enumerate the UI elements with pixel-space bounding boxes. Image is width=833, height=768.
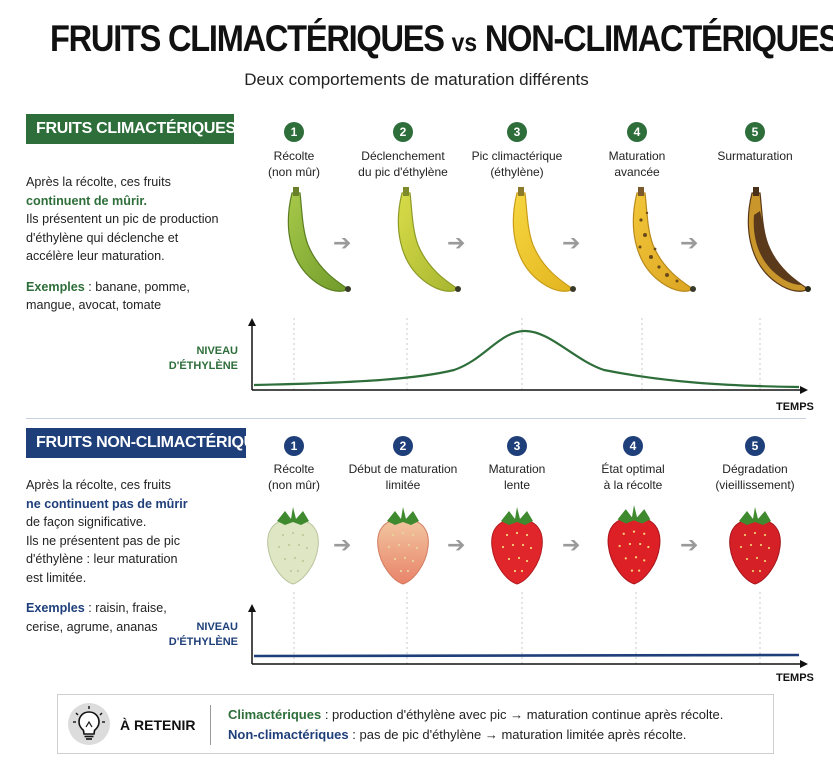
lightbulb-icon (68, 703, 110, 745)
non-climacteric-ethylene-curve (253, 653, 800, 658)
climacteric-step-2-number: 2 (393, 122, 413, 142)
climacteric-step-5-label: Surmaturation (717, 149, 793, 163)
arrow-right-icon: ➔ (562, 532, 581, 557)
retenir-line-non-climacteric: Non-climactériques : pas de pic d'éthylè… (228, 727, 687, 742)
non-climacteric-ethylene-chart (248, 592, 808, 668)
climacteric-step-2-label: Déclenchement du pic d'éthylène (358, 149, 448, 179)
non-climacteric-step-3-label: Maturation lente (488, 462, 546, 492)
non-climacteric-badge: FRUITS NON-CLIMACTÉRIQUES (26, 428, 276, 458)
climacteric-step-1-label: Récolte (non mûr) (267, 149, 320, 179)
climacteric-examples: Exemples : banane, pomme, (26, 279, 190, 294)
strawberry-ripe-icon (607, 505, 661, 585)
arrow-right-icon: ➔ (447, 532, 466, 557)
title-left: FRUITS CLIMACTÉRIQUES (49, 18, 445, 59)
climacteric-step-3-label: Pic climactérique (éthylène) (471, 149, 563, 179)
banana-yellow-green-icon (397, 187, 461, 292)
non-climacteric-step-2-label: Début de maturation limitée (348, 462, 458, 492)
climacteric-step-4-label: Maturation avancée (608, 149, 666, 179)
title-right: NON-CLIMACTÉRIQUES (484, 18, 833, 59)
title-vs: vs (451, 27, 478, 57)
non-climacteric-axis-x-label: TEMPS (776, 672, 814, 684)
climacteric-ethylene-curve (253, 329, 800, 389)
banana-overripe-icon (747, 187, 811, 292)
non-climacteric-step-1-number: 1 (284, 436, 304, 456)
non-climacteric-axis-y-label: NIVEAU D'ÉTHYLÈNE (168, 621, 238, 648)
climacteric-axis-x-label: TEMPS (776, 401, 814, 413)
non-climacteric-step-5-label: Dégradation (vieillissement) (715, 462, 795, 492)
strawberry-red-icon (491, 507, 543, 585)
non-climacteric-step-4-label: État optimal à la récolte (601, 462, 665, 492)
climacteric-description: Après la récolte, ces fruits continuent … (26, 173, 236, 315)
arrow-right-icon: ➔ (562, 230, 581, 255)
non-climacteric-step-2-number: 2 (393, 436, 413, 456)
arrow-right-icon: ➔ (680, 532, 699, 557)
retenir-line-climacteric: Climactériques : production d'éthylène a… (228, 707, 724, 722)
retenir-title: À RETENIR (120, 717, 196, 733)
non-climacteric-step-5-number: 5 (745, 436, 765, 456)
arrow-right-icon: ➔ (333, 532, 352, 557)
banana-green-icon (287, 187, 351, 292)
arrow-right-icon: ➔ (333, 230, 352, 255)
retenir-box: À RETENIR Climactériques : production d'… (57, 694, 774, 754)
non-climacteric-step-3-number: 3 (507, 436, 527, 456)
page-title: FRUITS CLIMACTÉRIQUES vs NON-CLIMACTÉRIQ… (49, 18, 833, 60)
strawberry-degraded-icon (729, 507, 781, 585)
non-climacteric-step-4-number: 4 (623, 436, 643, 456)
non-climacteric-description: Après la récolte, ces fruits ne continue… (26, 476, 236, 636)
non-climacteric-step-1-label: Récolte (non mûr) (267, 462, 320, 492)
climacteric-step-3-number: 3 (507, 122, 527, 142)
section-divider (26, 418, 806, 419)
climacteric-ethylene-chart (248, 318, 808, 394)
climacteric-step-1-number: 1 (284, 122, 304, 142)
strawberry-pale-icon (377, 507, 429, 585)
climacteric-badge: FRUITS CLIMACTÉRIQUES (26, 114, 236, 144)
banana-spotted-icon (632, 187, 696, 292)
strawberry-white-icon (267, 507, 319, 585)
arrow-right-icon: ➔ (680, 230, 699, 255)
page-subtitle: Deux comportements de maturation différe… (244, 70, 589, 89)
climacteric-axis-y-label: NIVEAU D'ÉTHYLÈNE (168, 345, 238, 372)
retenir-separator (210, 705, 211, 745)
banana-yellow-icon (512, 187, 576, 292)
non-climacteric-examples: Exemples : raisin, fraise, (26, 601, 167, 615)
arrow-right-icon: ➔ (447, 230, 466, 255)
climacteric-step-5-number: 5 (745, 122, 765, 142)
climacteric-step-4-number: 4 (627, 122, 647, 142)
